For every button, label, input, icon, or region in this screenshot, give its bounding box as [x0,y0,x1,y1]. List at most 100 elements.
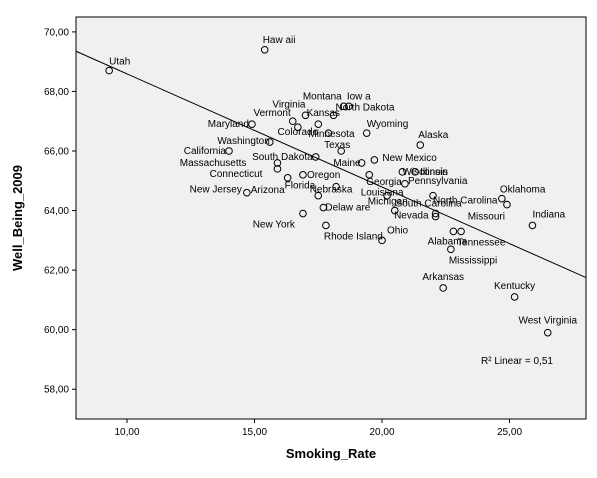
point-label: Wyoming [367,119,409,130]
data-point [273,159,282,167]
point-label: Massachusetts [180,158,247,169]
point-label: Utah [109,57,130,68]
data-point [431,212,440,221]
point-label: Nevada [394,211,429,222]
data-point [528,221,537,230]
data-point [362,129,371,137]
point-label: Washington [217,136,269,147]
data-point [398,168,407,176]
data-point [503,200,511,209]
point-label: Georgia [366,177,402,188]
y-tick-label: 68,00 [44,87,69,98]
point-label: Illinois [420,167,448,178]
point-label: New York [253,220,296,231]
data-point [273,165,282,173]
data-point [299,171,307,179]
point-label: Arkansas [422,272,464,283]
data-point [324,129,333,137]
data-point [314,191,323,200]
point-label: Vermont [254,108,291,119]
x-tick-label: 25,00 [497,427,522,438]
x-axis-title: Smoking_Rate [286,446,376,461]
data-point [339,102,348,111]
point-label: West Virginia [518,316,577,327]
data-point [447,245,455,254]
data-point [449,227,458,236]
point-label: Colorado [278,127,319,138]
point-label: Ohio [387,225,409,236]
point-label: Virginia [272,99,306,110]
point-label: Missouri [468,212,505,223]
data-point [439,284,448,292]
point-label: Alabama [428,236,468,247]
x-tick-label: 10,00 [114,427,139,438]
point-label: New Mexico [382,153,437,164]
point-label: Indiana [532,209,565,220]
point-label: Tennessee [457,237,506,248]
point-label: South Carolina [395,199,462,210]
point-label: Louisiana [361,188,404,199]
y-axis: 58,00 60,00 62,00 64,00 66,00 68,00 70,00 [44,27,76,396]
data-point [332,182,340,191]
data-point [365,171,374,179]
point-label: Delaw are [325,203,370,214]
y-tick-label: 62,00 [44,266,69,277]
point-label: Minnesota [308,129,355,140]
point-label: Oklahoma [500,185,546,196]
data-point [322,221,330,230]
data-point [105,66,113,75]
point-label: Alaska [418,130,448,141]
data-point [283,174,292,182]
data-point [329,111,338,120]
y-tick-label: 60,00 [44,325,69,336]
x-tick-label: 20,00 [369,427,394,438]
fit-line-group [75,50,587,279]
data-point [311,153,320,161]
data-point [370,156,379,164]
data-point [260,45,269,54]
r-squared-label: R² Linear = 0,51 [481,356,553,367]
y-tick-label: 66,00 [44,147,69,158]
data-point [416,141,425,149]
point-label: California [184,146,227,157]
data-point [357,159,366,167]
point-label: Montana [303,91,342,102]
data-point [294,123,302,131]
data-point [266,138,274,146]
point-label: North Dakota [336,102,395,113]
point-label: Michigan [368,197,408,208]
point-label: Wisconsin [402,167,448,178]
data-point [401,179,409,188]
data-point [429,191,437,200]
y-axis-title: Well_Being_2009 [10,165,25,271]
point-label: Rhode Island [324,231,383,242]
point-label: Pennsylvania [408,176,468,187]
data-point [337,147,346,155]
data-point [301,111,310,120]
point-label: Maine [333,158,361,169]
data-point [543,328,552,337]
point-label: Haw aii [263,35,296,46]
linear-fit-line [75,50,587,279]
point-label: Kansas [307,108,340,119]
point-label: Mississippi [449,255,497,266]
data-point [319,203,328,212]
y-tick-label: 58,00 [44,385,69,396]
data-point [299,209,307,218]
data-point [314,120,323,128]
point-label: Maryland [208,119,249,130]
y-tick-label: 64,00 [44,206,69,217]
data-point [457,227,465,236]
data-point [378,236,386,245]
data-point [288,117,297,126]
x-axis: 10,00 15,00 20,00 25,00 [114,419,522,438]
point-label: Kentucky [494,281,535,292]
data-point [243,188,251,197]
point-label: South Dakota [252,152,313,163]
point-label: Nebraska [310,185,353,196]
point-label: Oregon [307,170,340,181]
data-point [383,191,391,200]
data-point [498,194,506,203]
